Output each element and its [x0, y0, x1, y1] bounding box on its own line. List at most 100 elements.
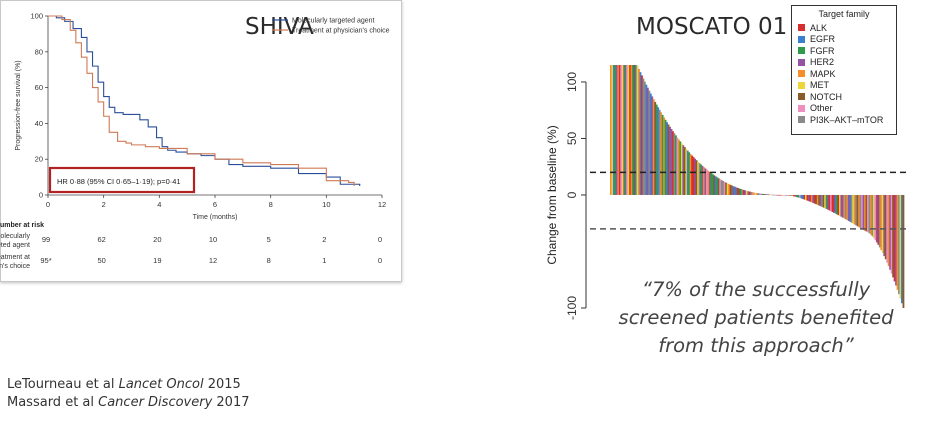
waterfall-bar [610, 65, 612, 195]
waterfall-bar [762, 193, 764, 195]
km-x-tick-label: 2 [102, 200, 106, 209]
hr-text: HR 0·88 (95% CI 0·65–1·19); p=0·41 [57, 177, 181, 186]
waterfall-bar [708, 172, 711, 195]
waterfall-bar [664, 119, 667, 195]
legend-item: HER2 [792, 57, 896, 69]
waterfall-bar [697, 161, 699, 195]
waterfall-bar [615, 65, 618, 195]
km-y-tick-label: 80 [35, 47, 43, 56]
waterfall-bar [723, 181, 726, 195]
waterfall-bar [794, 194, 797, 197]
wf-y-tick-label: -100 [565, 296, 579, 320]
km-x-tick-label: 4 [157, 200, 161, 209]
waterfall-bar [717, 178, 720, 195]
waterfall-bar [748, 191, 751, 195]
legend-swatch [798, 104, 805, 112]
waterfall-bar [874, 194, 877, 241]
waterfall-bar [641, 75, 643, 195]
waterfall-bar [824, 194, 827, 209]
hr-box [48, 166, 196, 194]
waterfall-bar [834, 194, 837, 214]
waterfall-bar [632, 65, 634, 195]
waterfall-bar [756, 193, 759, 195]
waterfall-bar [838, 194, 841, 216]
legend-label: EGFR [810, 34, 836, 45]
waterfall-bar [679, 141, 682, 195]
waterfall-bar [654, 101, 657, 195]
waterfall-bar [781, 194, 784, 196]
waterfall-bar [738, 188, 741, 195]
risk-value: 1 [322, 256, 326, 265]
waterfall-bar [805, 194, 807, 201]
waterfall-bar [725, 182, 728, 195]
waterfall-bar [737, 187, 739, 195]
waterfall-bar [695, 160, 698, 195]
waterfall-bar [617, 65, 620, 195]
waterfall-bar [841, 194, 844, 218]
legend-item: PI3K–AKT–mTOR [792, 114, 896, 126]
waterfall-bar [757, 193, 760, 195]
waterfall-bar [760, 193, 763, 195]
waterfall-bar [691, 155, 694, 195]
waterfall-bar [694, 158, 697, 195]
references: LeTourneau et al Lancet Oncol 2015 Massa… [7, 376, 250, 412]
waterfall-bar [816, 194, 819, 205]
waterfall-bar [901, 194, 903, 304]
waterfall-bar [747, 191, 750, 195]
waterfall-bar [751, 192, 754, 195]
waterfall-bar [833, 194, 835, 213]
waterfall-bar [651, 96, 654, 195]
waterfall-bar [855, 194, 858, 226]
waterfall-bar [633, 65, 636, 195]
waterfall-bar [890, 194, 893, 274]
km-series-physician [48, 15, 355, 187]
waterfall-bar [636, 65, 639, 195]
legend-title: Target family [818, 9, 870, 19]
km-x-tick-label: 8 [269, 200, 273, 209]
waterfall-bar [741, 189, 744, 195]
waterfall-bar [673, 133, 676, 195]
waterfall-bar [766, 194, 769, 195]
waterfall-bar [870, 194, 872, 235]
waterfall-bar [877, 194, 880, 245]
waterfall-bar [778, 194, 781, 196]
waterfall-bar [880, 194, 883, 251]
waterfall-bar [850, 194, 853, 223]
waterfall-bar [844, 194, 847, 220]
waterfall-bar [889, 194, 892, 270]
waterfall-bar [663, 117, 666, 195]
waterfall-bar [734, 186, 736, 195]
waterfall-bar [618, 65, 621, 195]
waterfall-bar [849, 194, 852, 222]
waterfall-bar [896, 194, 899, 290]
waterfall-bar [704, 168, 707, 195]
km-chart-panel: 0 2 4 6 8 10 12 0 20 40 60 80 100 Time (months) Progre… [0, 0, 402, 282]
waterfall-bar [818, 194, 821, 206]
waterfall-bar [810, 194, 813, 203]
waterfall-bar [775, 194, 778, 196]
risk-value: 62 [97, 235, 105, 244]
waterfall-bar [788, 194, 791, 196]
waterfall-bar [862, 194, 865, 230]
waterfall-bar [675, 135, 677, 195]
waterfall-bar [657, 107, 660, 195]
waterfall-bar [635, 65, 637, 195]
waterfall-bar [660, 112, 663, 195]
waterfall-bar [714, 176, 717, 195]
target-family-legend: Target family ALK EGFR FGFR HER2 MAPK MET NOTC… [791, 5, 897, 135]
waterfall-bar [865, 194, 868, 232]
waterfall-bar [859, 194, 862, 229]
legend-label: NOTCH [810, 91, 842, 102]
risk-row-label: Molecularly [0, 233, 30, 240]
waterfall-bar [732, 186, 735, 195]
legend-label: Other [810, 103, 833, 114]
waterfall-bar [624, 65, 627, 195]
km-x-tick-label: 12 [378, 200, 386, 209]
waterfall-bar [803, 194, 806, 200]
waterfall-bar [711, 174, 714, 195]
waterfall-bar [692, 157, 695, 195]
waterfall-bar [895, 194, 897, 286]
waterfall-bar [784, 194, 787, 196]
waterfall-bar [630, 65, 633, 195]
km-x-tick-label: 0 [46, 200, 50, 209]
